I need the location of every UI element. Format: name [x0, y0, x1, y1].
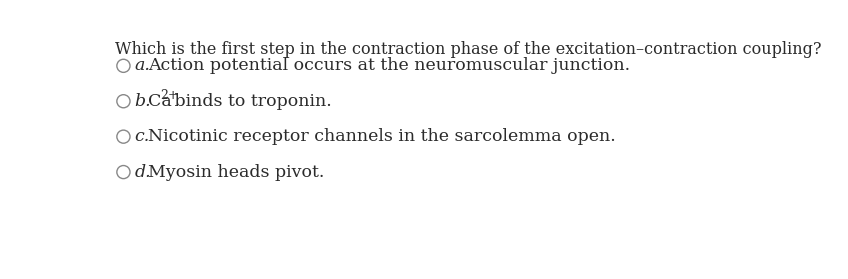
Circle shape — [117, 95, 130, 108]
Text: Which is the first step in the contraction phase of the excitation–contraction c: Which is the first step in the contracti… — [115, 41, 822, 58]
Text: Ca: Ca — [148, 93, 171, 110]
Text: binds to troponin.: binds to troponin. — [169, 93, 332, 110]
Circle shape — [117, 59, 130, 72]
Text: 2+: 2+ — [160, 89, 178, 102]
Text: d.: d. — [135, 163, 151, 181]
Text: c.: c. — [135, 128, 150, 145]
Text: Action potential occurs at the neuromuscular junction.: Action potential occurs at the neuromusc… — [148, 57, 630, 74]
Text: Nicotinic receptor channels in the sarcolemma open.: Nicotinic receptor channels in the sarco… — [148, 128, 616, 145]
Circle shape — [117, 130, 130, 143]
Circle shape — [117, 165, 130, 179]
Text: a.: a. — [135, 57, 151, 74]
Text: b.: b. — [135, 93, 151, 110]
Text: Myosin heads pivot.: Myosin heads pivot. — [148, 163, 324, 181]
